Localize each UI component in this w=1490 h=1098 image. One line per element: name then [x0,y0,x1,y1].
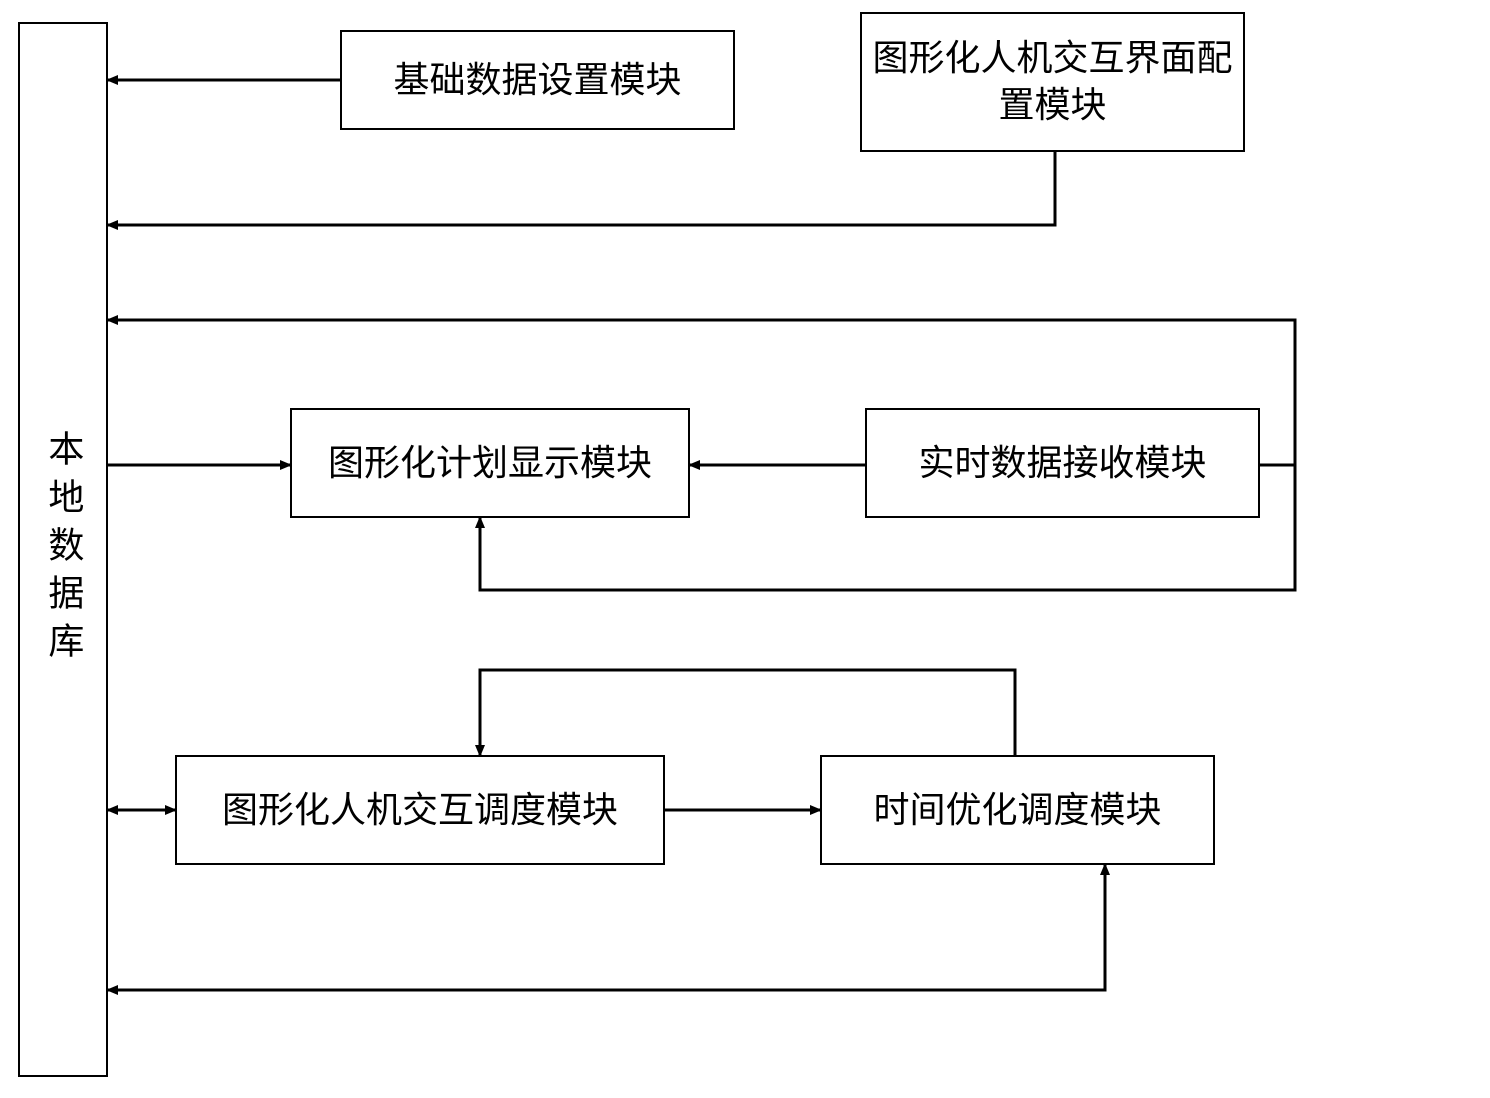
node-local-db: 本地数据库 [18,22,108,1077]
node-basic-data: 基础数据设置模块 [340,30,735,130]
node-plan-display-label: 图形化计划显示模块 [328,440,652,487]
node-gui-config-label: 图形化人机交互界面配置模块 [870,35,1235,129]
node-local-db-label: 本地数据库 [40,430,87,670]
node-hmi-dispatch-label: 图形化人机交互调度模块 [222,787,618,834]
node-plan-display: 图形化计划显示模块 [290,408,690,518]
node-time-opt-label: 时间优化调度模块 [873,787,1161,834]
node-time-opt: 时间优化调度模块 [820,755,1215,865]
node-hmi-dispatch: 图形化人机交互调度模块 [175,755,665,865]
arrows-layer [0,0,1490,1098]
node-realtime-data: 实时数据接收模块 [865,408,1260,518]
node-realtime-data-label: 实时数据接收模块 [918,440,1206,487]
node-gui-config: 图形化人机交互界面配置模块 [860,12,1245,152]
node-basic-data-label: 基础数据设置模块 [393,57,681,104]
